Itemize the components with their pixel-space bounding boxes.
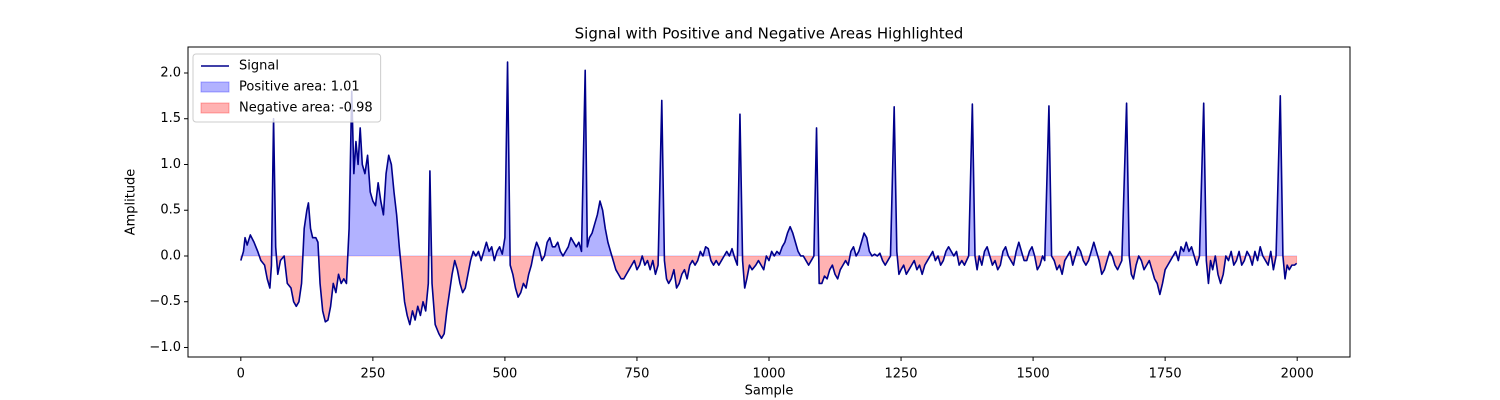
y-tick-label: −1.0 [149,340,181,355]
x-tick-label: 250 [360,367,385,382]
legend-label: Negative area: -0.98 [239,101,373,116]
x-tick-label: 1250 [884,367,917,382]
legend-swatch [200,81,230,93]
y-tick-label: 1.5 [160,111,181,126]
chart-title: Signal with Positive and Negative Areas … [575,25,964,43]
x-tick-label: 1000 [752,367,785,382]
legend-box [192,53,382,123]
legend-label: Signal [239,59,279,74]
x-tick-label: 0 [237,367,245,382]
x-axis-label: Sample [745,384,794,399]
x-tick-label: 2000 [1281,367,1314,382]
y-tick-label: 0.5 [160,203,181,218]
signal-line [240,61,1298,340]
y-tick-label: −0.5 [149,294,181,309]
x-tick-label: 750 [625,367,650,382]
y-tick-label: 1.0 [160,157,181,172]
y-tick-label: 2.0 [160,65,181,80]
legend-label: Positive area: 1.01 [239,80,360,95]
x-tick-label: 1750 [1149,367,1182,382]
x-tick-label: 1500 [1017,367,1050,382]
y-tick-label: 0.0 [160,248,181,263]
legend-swatch [200,102,230,114]
y-axis-label: Amplitude [124,169,139,236]
plot-frame [187,46,1351,358]
x-tick-label: 500 [492,367,517,382]
